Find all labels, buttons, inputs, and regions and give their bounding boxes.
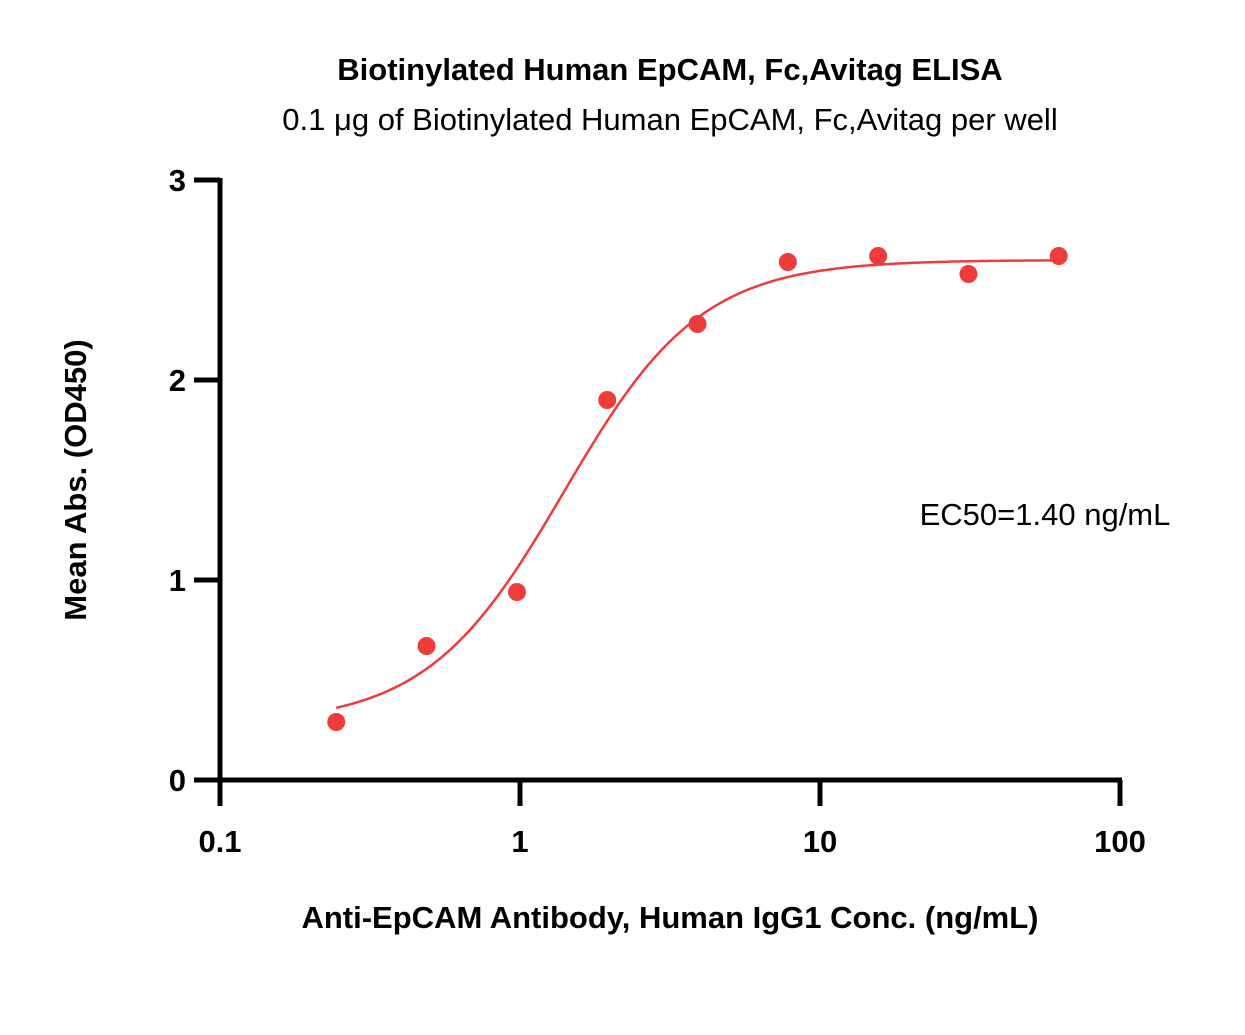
data-point: [598, 391, 617, 409]
x-ticks: 0.1 1 10 100: [198, 780, 1146, 859]
data-point: [1049, 247, 1068, 265]
data-point: [507, 583, 526, 601]
data-point: [327, 713, 346, 731]
chart-subtitle: 0.1 μg of Biotinylated Human EpCAM, Fc,A…: [282, 102, 1057, 137]
y-ticks: 0 1 2 3: [169, 163, 220, 798]
data-point: [778, 253, 797, 271]
axes: [217, 178, 1122, 783]
data-points: [327, 247, 1068, 731]
data-point: [869, 247, 888, 265]
y-tick-label: 2: [169, 363, 186, 398]
x-tick-label: 100: [1094, 824, 1146, 859]
ec50-annotation: EC50=1.40 ng/mL: [920, 497, 1171, 532]
y-tick-label: 1: [169, 563, 186, 598]
y-axis-label: Mean Abs. (OD450): [58, 339, 93, 620]
data-point: [417, 637, 436, 655]
chart-title: Biotinylated Human EpCAM, Fc,Avitag ELIS…: [337, 52, 1002, 87]
y-tick-label: 3: [169, 163, 186, 198]
data-point: [688, 315, 707, 333]
data-point: [959, 265, 978, 283]
x-tick-label: 1: [511, 824, 528, 859]
x-tick-label: 0.1: [198, 824, 241, 859]
x-tick-label: 10: [803, 824, 837, 859]
x-axis-label: Anti-EpCAM Antibody, Human IgG1 Conc. (n…: [301, 900, 1038, 935]
y-tick-label: 0: [169, 763, 186, 798]
